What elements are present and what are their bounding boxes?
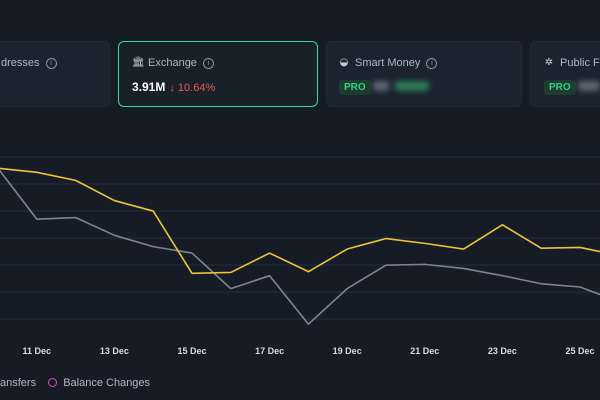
- chart-series: [0, 167, 600, 325]
- chart-legend: ansfers Balance Changes: [0, 377, 150, 389]
- series-line-0: [0, 167, 600, 275]
- x-tick-label: 19 Dec: [333, 346, 362, 356]
- info-icon[interactable]: i: [202, 57, 214, 69]
- x-tick-label: 21 Dec: [410, 346, 439, 356]
- x-tick-label: 17 Dec: [255, 346, 284, 356]
- x-tick-label: 13 Dec: [100, 346, 129, 356]
- card-public-figures-title: Public Fi: [560, 57, 600, 69]
- card-exchange-change: ↓ 10.64%: [169, 82, 216, 94]
- x-tick-label: 15 Dec: [177, 346, 206, 356]
- x-tick-label: 11 Dec: [23, 346, 52, 356]
- card-addresses[interactable]: dresses i: [0, 41, 110, 107]
- series-line-1: [0, 169, 600, 325]
- card-exchange-title: Exchange: [148, 57, 197, 69]
- info-icon[interactable]: i: [45, 57, 57, 69]
- card-smart-money[interactable]: ◒ Smart Money i PRO: [326, 41, 522, 107]
- legend-balance-changes[interactable]: Balance Changes: [63, 377, 151, 389]
- x-tick-label: 25 Dec: [565, 346, 594, 356]
- pro-badge[interactable]: PRO: [339, 80, 371, 95]
- pro-badge[interactable]: PRO: [544, 80, 576, 95]
- card-smart-money-title: Smart Money: [355, 57, 421, 69]
- x-axis-ticks: 11 Dec 13 Dec 15 Dec 17 Dec 19 Dec 21 Dec 23 D…: [23, 346, 595, 356]
- legend-transfers[interactable]: ansfers: [0, 377, 37, 389]
- card-addresses-title: dresses: [1, 57, 40, 69]
- balance-line-chart[interactable]: 11 Dec 13 Dec 15 Dec 17 Dec 19 Dec 21 Dec 23 D…: [0, 140, 600, 365]
- bank-icon: 🏛: [132, 57, 145, 68]
- blurred-value: [578, 81, 600, 91]
- card-exchange[interactable]: 🏛 Exchange i 3.91M ↓ 10.64%: [118, 41, 318, 107]
- card-public-figures[interactable]: ✲ Public Fi PRO: [530, 41, 600, 107]
- public-figure-icon: ✲: [544, 57, 554, 68]
- blurred-change: [395, 81, 429, 91]
- info-icon[interactable]: i: [426, 57, 438, 69]
- card-exchange-value: 3.91M: [132, 80, 166, 94]
- legend-ring-icon: [48, 378, 58, 387]
- x-tick-label: 23 Dec: [488, 346, 517, 356]
- smart-money-icon: ◒: [339, 57, 349, 68]
- chart-grid: [0, 156, 600, 320]
- stat-cards: dresses i 🏛 Exchange i 3.91M ↓ 10.64% ◒ S…: [0, 41, 600, 107]
- blurred-value: [373, 81, 389, 91]
